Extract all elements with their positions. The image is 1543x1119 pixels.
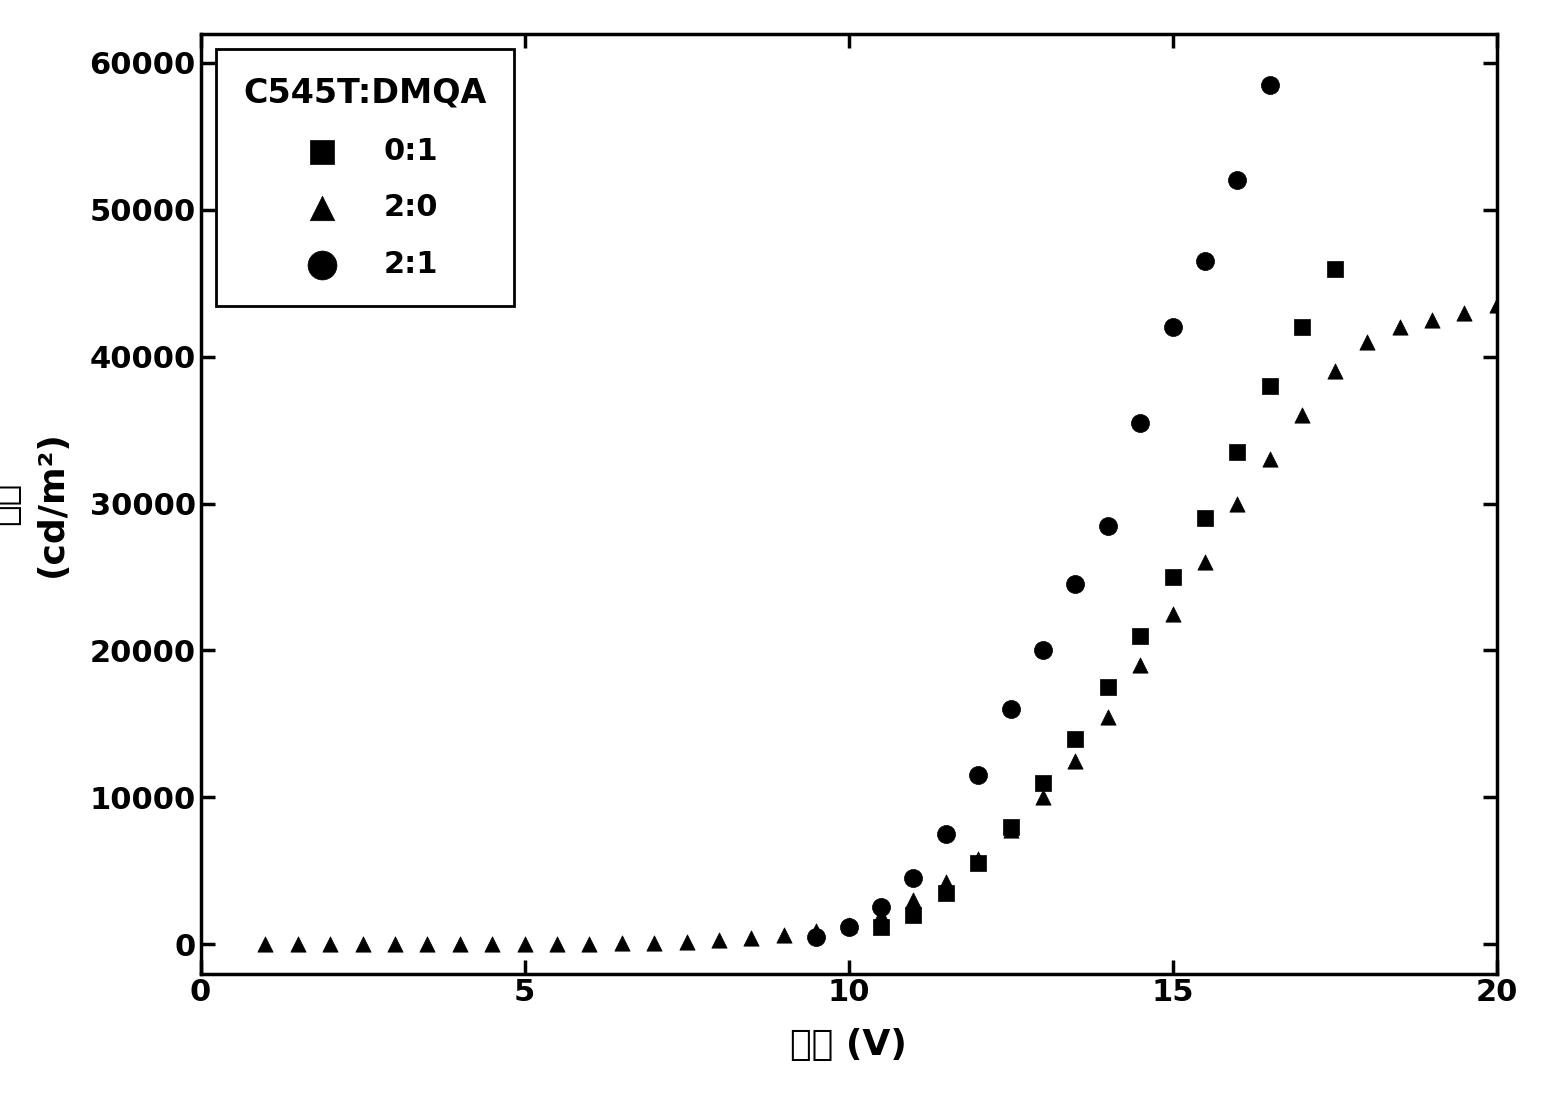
0:1 (1225, 443, 1250, 461)
0:1 (1290, 318, 1315, 336)
2:0 (1452, 303, 1477, 321)
2:0 (901, 891, 926, 909)
2:1 (1096, 517, 1120, 535)
2:0 (1322, 363, 1347, 380)
0:1 (934, 884, 958, 902)
2:1 (869, 899, 893, 916)
2:1 (1193, 252, 1217, 270)
2:1 (1128, 414, 1153, 432)
2:0 (1128, 656, 1153, 674)
2:0 (1484, 297, 1509, 314)
Legend: 0:1, 2:0, 2:1: 0:1, 2:0, 2:1 (216, 49, 514, 307)
2:0 (934, 874, 958, 892)
2:0 (415, 935, 440, 953)
2:0 (1096, 707, 1120, 725)
2:0 (285, 935, 310, 953)
2:0 (1258, 451, 1282, 469)
2:1 (1031, 641, 1055, 659)
2:0 (707, 931, 731, 949)
2:0 (1225, 495, 1250, 513)
0:1 (1063, 730, 1088, 747)
2:0 (869, 906, 893, 924)
0:1 (1193, 509, 1217, 527)
X-axis label: 电压 (V): 电压 (V) (790, 1028, 907, 1062)
2:0 (383, 935, 407, 953)
0:1 (1128, 627, 1153, 645)
2:0 (1355, 333, 1379, 351)
2:1 (934, 825, 958, 843)
2:0 (480, 935, 505, 953)
0:1 (966, 855, 991, 873)
2:1 (1258, 76, 1282, 94)
2:1 (901, 869, 926, 887)
2:0 (253, 935, 278, 953)
2:0 (1160, 604, 1185, 622)
2:0 (966, 850, 991, 868)
0:1 (1322, 260, 1347, 278)
0:1 (998, 818, 1023, 836)
0:1 (1160, 568, 1185, 586)
2:0 (1387, 318, 1412, 336)
2:1 (1160, 318, 1185, 336)
2:0 (609, 934, 634, 952)
2:0 (545, 935, 569, 953)
2:0 (447, 935, 472, 953)
2:0 (804, 922, 829, 940)
2:0 (1031, 788, 1055, 806)
0:1 (869, 918, 893, 935)
2:0 (674, 933, 699, 951)
2:1 (804, 928, 829, 946)
2:0 (318, 935, 343, 953)
2:1 (836, 918, 861, 935)
0:1 (1031, 773, 1055, 791)
2:0 (1420, 311, 1444, 329)
2:0 (836, 916, 861, 934)
2:0 (512, 935, 537, 953)
2:1 (998, 700, 1023, 718)
2:0 (998, 820, 1023, 838)
2:0 (772, 927, 796, 944)
Y-axis label: 亮度
(cd/m²): 亮度 (cd/m²) (0, 430, 68, 577)
2:1 (1225, 171, 1250, 189)
0:1 (901, 906, 926, 924)
2:1 (1063, 575, 1088, 593)
0:1 (1096, 678, 1120, 696)
2:0 (1193, 554, 1217, 571)
2:0 (739, 929, 764, 947)
2:0 (1290, 406, 1315, 424)
2:0 (350, 935, 375, 953)
2:0 (577, 935, 602, 953)
2:0 (1063, 752, 1088, 770)
2:0 (642, 933, 667, 951)
0:1 (1258, 377, 1282, 395)
2:1 (966, 767, 991, 784)
